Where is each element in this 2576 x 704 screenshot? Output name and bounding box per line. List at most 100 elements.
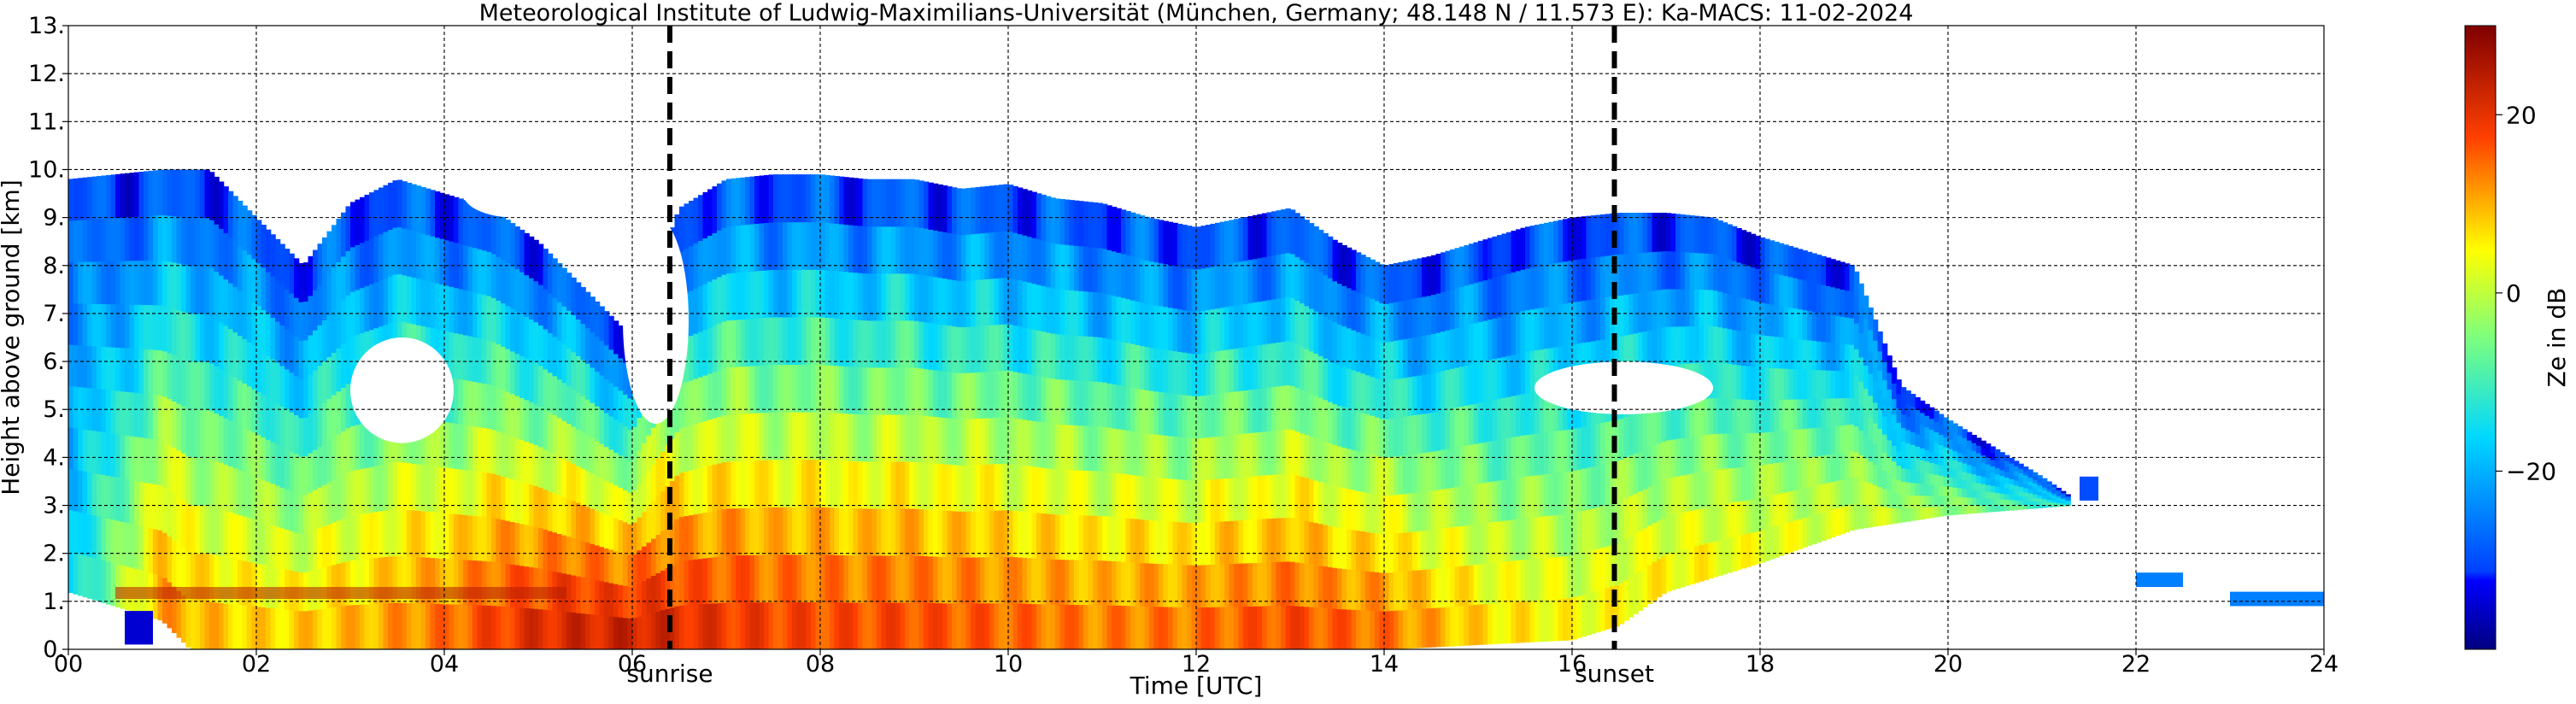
echo-cell xyxy=(1407,415,1413,455)
echo-cell xyxy=(1018,233,1024,281)
echo-cell xyxy=(1910,457,1916,471)
echo-cell xyxy=(1685,437,1691,475)
echo-cell xyxy=(801,316,807,366)
echo-cell xyxy=(1469,444,1475,485)
echo-cell xyxy=(1153,519,1159,564)
echo-cell xyxy=(1285,605,1291,649)
echo-cell xyxy=(1586,592,1592,636)
echo-cell xyxy=(1572,343,1578,387)
echo-cell xyxy=(232,422,238,469)
echo-cell xyxy=(303,378,309,418)
echo-cell xyxy=(777,221,783,270)
echo-cell xyxy=(510,350,516,395)
echo-cell xyxy=(984,279,990,326)
echo-cell xyxy=(1083,604,1089,649)
echo-cell xyxy=(1059,334,1065,380)
echo-cell xyxy=(138,349,144,394)
echo-cell xyxy=(1990,505,1996,513)
echo-cell xyxy=(1901,495,1907,509)
echo-cell xyxy=(1140,302,1146,347)
echo-cell xyxy=(1215,564,1221,607)
echo-cell xyxy=(1769,431,1775,464)
echo-cell xyxy=(783,269,789,318)
echo-cell xyxy=(200,409,206,458)
echo-cell xyxy=(1779,492,1785,525)
echo-cell xyxy=(1257,606,1263,649)
echo-cell xyxy=(2004,488,2010,495)
echo-cell xyxy=(853,319,859,367)
echo-cell xyxy=(548,531,554,571)
echo-cell xyxy=(425,465,431,512)
echo-cell xyxy=(1234,348,1240,392)
echo-cell xyxy=(1290,341,1296,386)
echo-cell xyxy=(491,209,497,255)
echo-cell xyxy=(1957,425,1963,436)
echo-cell xyxy=(1882,343,1888,362)
echo-cell xyxy=(655,419,661,459)
echo-cell xyxy=(1892,367,1898,384)
echo-cell xyxy=(1036,330,1042,377)
echo-cell xyxy=(984,602,990,649)
echo-cell xyxy=(1290,517,1296,562)
echo-cell xyxy=(684,426,689,472)
echo-cell xyxy=(223,186,229,233)
echo-cell xyxy=(1172,265,1178,309)
echo-cell xyxy=(1905,482,1911,496)
echo-cell xyxy=(1746,265,1752,300)
echo-cell xyxy=(289,609,295,649)
echo-cell xyxy=(1112,384,1118,429)
echo-cell xyxy=(214,224,220,273)
echo-cell xyxy=(881,414,887,462)
echo-cell xyxy=(2004,472,2010,478)
echo-cell xyxy=(599,374,605,410)
echo-cell xyxy=(1300,346,1306,390)
echo-cell xyxy=(1741,432,1747,467)
echo-cell xyxy=(1563,555,1569,599)
echo-cell xyxy=(1050,604,1056,649)
echo-cell xyxy=(1394,610,1399,649)
echo-cell xyxy=(2037,475,2043,479)
echo-cell xyxy=(1873,443,1879,465)
echo-cell xyxy=(1971,481,1977,490)
echo-cell xyxy=(886,273,892,321)
echo-cell xyxy=(279,325,285,367)
echo-cell xyxy=(97,516,103,560)
echo-cell xyxy=(1713,290,1719,327)
echo-cell xyxy=(1031,466,1037,513)
echo-cell xyxy=(1187,437,1193,481)
echo-cell xyxy=(1412,453,1418,493)
echo-cell xyxy=(1332,280,1338,323)
echo-cell xyxy=(467,604,473,649)
echo-cell xyxy=(961,603,967,649)
echo-cell xyxy=(78,178,84,220)
echo-cell xyxy=(1097,515,1103,561)
echo-cell xyxy=(914,226,920,274)
echo-cell xyxy=(1050,243,1056,289)
echo-cell xyxy=(1539,599,1545,642)
echo-cell xyxy=(2046,502,2052,506)
echo-cell xyxy=(411,602,417,649)
echo-cell xyxy=(623,394,629,427)
echo-cell xyxy=(1384,265,1390,304)
echo-cell xyxy=(1266,518,1272,563)
echo-cell xyxy=(1398,416,1404,456)
echo-cell xyxy=(585,399,591,436)
echo-cell xyxy=(1586,215,1592,259)
echo-cell xyxy=(1008,602,1014,649)
echo-cell xyxy=(1200,352,1206,396)
echo-cell xyxy=(181,500,187,549)
echo-cell xyxy=(2056,496,2062,500)
echo-cell xyxy=(1962,462,1968,472)
echo-cell xyxy=(1059,513,1065,560)
echo-cell xyxy=(1332,403,1338,445)
echo-cell xyxy=(862,507,868,556)
echo-cell xyxy=(185,217,191,266)
echo-cell xyxy=(548,372,554,413)
echo-cell xyxy=(632,426,638,460)
echo-cell xyxy=(1492,440,1498,482)
echo-cell xyxy=(999,417,1005,465)
echo-cell xyxy=(1441,252,1446,293)
echo-cell xyxy=(1074,200,1080,246)
echo-cell xyxy=(486,339,492,385)
echo-cell xyxy=(693,378,699,425)
